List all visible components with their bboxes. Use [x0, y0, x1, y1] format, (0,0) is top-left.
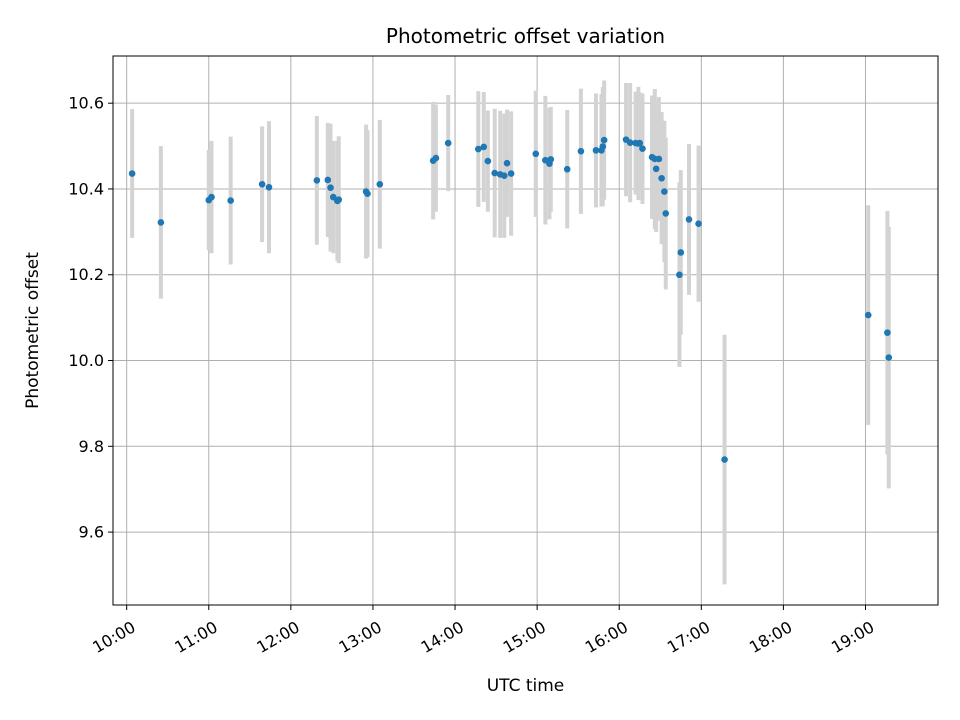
- data-point: [652, 165, 660, 173]
- y-axis-ticks: 9.6 9.8 10.0 10.2 10.4 10.6: [68, 94, 113, 542]
- data-point: [721, 456, 728, 463]
- data-point: [676, 271, 683, 279]
- data-point: [885, 354, 893, 361]
- data-point: [507, 170, 515, 177]
- data-point: [329, 193, 337, 201]
- data-point: [677, 249, 685, 256]
- data-point: [685, 216, 693, 223]
- data-point: [599, 143, 607, 150]
- x-tick-label: 16:00: [582, 617, 631, 657]
- x-tick-label: 11:00: [171, 617, 220, 657]
- x-tick-label: 13:00: [336, 617, 385, 657]
- data-point: [265, 183, 273, 191]
- data-point: [626, 139, 634, 146]
- data-point: [655, 155, 663, 163]
- y-tick-label: 9.8: [79, 437, 104, 456]
- data-point: [639, 145, 646, 152]
- data-point: [327, 184, 334, 191]
- data-point: [335, 196, 343, 203]
- plot-area-frame: [112, 55, 939, 606]
- data-point: [661, 188, 668, 195]
- data-point: [547, 156, 555, 163]
- data-points: [128, 136, 893, 463]
- x-tick-label: 10:00: [89, 617, 138, 657]
- data-point: [227, 197, 234, 204]
- data-point: [884, 329, 891, 336]
- data-point: [258, 180, 266, 188]
- x-tick-label: 15:00: [500, 617, 549, 657]
- data-point: [474, 145, 482, 153]
- data-point: [563, 165, 571, 173]
- x-tick-label: 18:00: [746, 617, 795, 657]
- data-point: [503, 159, 511, 167]
- data-point: [376, 180, 384, 188]
- data-point: [324, 176, 332, 184]
- y-tick-label: 10.4: [68, 179, 104, 198]
- chart-title: Photometric offset variation: [386, 24, 665, 48]
- data-point: [658, 174, 665, 182]
- error-bars: [130, 80, 891, 585]
- x-axis-label: UTC time: [487, 676, 565, 696]
- data-point: [600, 136, 608, 144]
- data-point: [157, 219, 165, 226]
- data-point: [432, 154, 440, 162]
- x-tick-label: 19:00: [828, 617, 877, 657]
- data-point: [484, 157, 492, 165]
- data-point: [577, 147, 585, 155]
- y-tick-label: 10.0: [68, 351, 104, 370]
- y-tick-label: 10.6: [68, 94, 104, 113]
- data-point: [864, 311, 872, 319]
- y-tick-label: 9.6: [79, 523, 104, 542]
- y-axis-label: Photometric offset: [23, 252, 43, 409]
- data-point: [444, 139, 452, 147]
- data-point: [695, 220, 702, 228]
- data-point: [313, 177, 321, 184]
- data-point: [208, 193, 215, 201]
- data-point: [491, 169, 499, 177]
- data-point: [592, 147, 600, 154]
- data-point: [500, 172, 508, 179]
- x-tick-label: 14:00: [418, 617, 467, 657]
- x-tick-label: 12:00: [253, 617, 302, 657]
- x-tick-label: 17:00: [664, 617, 713, 657]
- data-point: [364, 190, 371, 197]
- data-point: [636, 139, 644, 147]
- data-point: [128, 170, 136, 177]
- data-point: [662, 210, 670, 217]
- grid-lines: [113, 56, 938, 605]
- data-point: [532, 150, 540, 158]
- data-point: [480, 143, 488, 151]
- y-tick-label: 10.2: [68, 265, 104, 284]
- x-axis-ticks: 10:00 11:00 12:00 13:00 14:00 15:00 16:00 17:00…: [89, 605, 877, 657]
